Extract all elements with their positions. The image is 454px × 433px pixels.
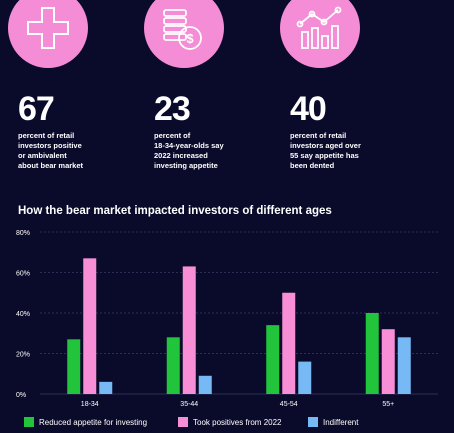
stat-icon-circle [280,0,360,68]
bar-1 [365,313,379,394]
y-tick-label: 20% [16,352,30,359]
y-tick-label: 60% [16,271,30,278]
bar-3 [99,381,113,394]
legend-item-reduced: Reduced appetite for investing [24,417,147,427]
bar-1 [266,325,280,394]
legend-label: Reduced appetite for investing [39,417,148,427]
stat-description: percent of retail investors aged over 55… [290,131,361,170]
svg-text:$: $ [186,31,194,46]
x-tick-label: 18-34 [81,401,99,408]
stat-icon-circle: $ [144,0,224,68]
bar-2 [182,266,196,394]
bar-chart: 0% 20% 40% 60% 80% 18-34 35-44 45-54 55+ [16,230,438,408]
stat-number: 40 [290,90,327,128]
bar-2 [282,292,296,394]
bar-3 [397,337,411,394]
stat-icon-circle [8,0,88,68]
stat-number: 67 [18,90,55,128]
x-tick-label: 45-54 [280,401,298,408]
bar-2 [83,258,97,394]
bar-3 [198,375,212,394]
plus-icon [27,7,69,49]
chart-trend-icon [296,6,342,49]
legend-swatch [308,417,318,427]
legend-label: Took positives from 2022 [193,417,282,427]
y-tick-label: 0% [16,392,26,399]
y-tick-label: 80% [16,230,30,237]
y-tick-label: 40% [16,311,30,318]
coins-dollar-icon: $ [163,9,202,50]
bar-2 [381,329,395,394]
legend-item-positives: Took positives from 2022 [178,417,282,427]
legend-swatch [24,417,34,427]
bar-3 [298,361,312,394]
stat-description: percent of 18-34-year-olds say 2022 incr… [154,131,224,170]
stat-number: 23 [154,90,191,128]
x-tick-label: 55+ [382,401,394,408]
bar-1 [166,337,180,394]
legend-item-indifferent: Indifferent [308,417,358,427]
chart-title: How the bear market impacted investors o… [18,205,332,217]
legend-swatch [178,417,188,427]
legend-label: Indifferent [323,417,359,427]
stat-description: percent of retail investors positive or … [18,131,84,170]
x-tick-label: 35-44 [180,401,198,408]
bar-1 [67,339,81,394]
